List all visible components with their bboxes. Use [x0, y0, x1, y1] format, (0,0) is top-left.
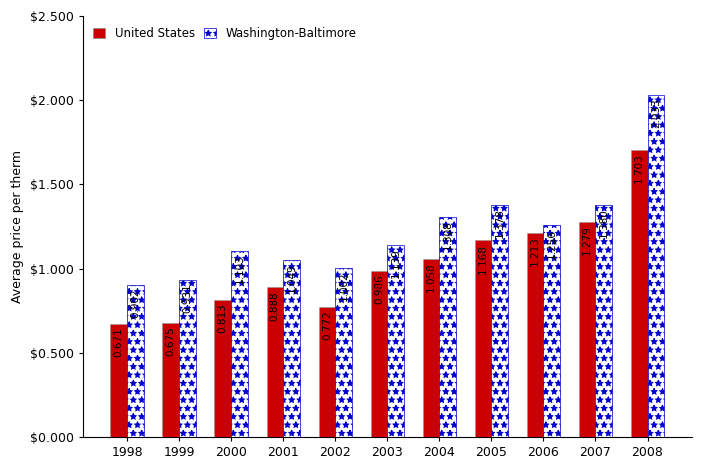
Text: 2.033: 2.033 [651, 98, 661, 128]
Legend: United States, Washington-Baltimore: United States, Washington-Baltimore [89, 22, 361, 45]
Bar [387, 245, 404, 437]
Text: 0.902: 0.902 [130, 289, 141, 318]
Bar [423, 259, 439, 437]
Text: 1.703: 1.703 [634, 154, 644, 183]
Text: 1.378: 1.378 [495, 208, 505, 238]
Text: 0.931: 0.931 [182, 283, 193, 313]
Bar [214, 300, 231, 437]
Text: 0.813: 0.813 [218, 304, 228, 333]
Text: 1.002: 1.002 [339, 272, 349, 301]
Text: 1.279: 1.279 [582, 225, 592, 255]
Bar [579, 222, 595, 437]
Y-axis label: Average price per therm: Average price per therm [11, 150, 24, 303]
Text: 0.675: 0.675 [166, 327, 176, 356]
Text: 1.380: 1.380 [599, 208, 609, 238]
Bar [543, 226, 560, 437]
Text: 0.986: 0.986 [374, 274, 384, 304]
Text: 0.888: 0.888 [270, 291, 280, 321]
Bar [335, 268, 352, 437]
Bar [179, 280, 195, 437]
Bar [475, 240, 491, 437]
Bar [631, 150, 647, 437]
Text: 0.671: 0.671 [114, 327, 124, 357]
Text: 1.256: 1.256 [547, 229, 557, 258]
Text: 1.168: 1.168 [478, 243, 488, 274]
Bar [491, 205, 508, 437]
Bar [439, 217, 456, 437]
Bar [527, 233, 543, 437]
Bar [370, 271, 387, 437]
Bar [231, 251, 247, 437]
Text: 1.049: 1.049 [287, 264, 297, 293]
Bar [127, 285, 143, 437]
Text: 1.139: 1.139 [391, 249, 401, 278]
Text: 1.058: 1.058 [426, 262, 436, 292]
Text: 1.308: 1.308 [443, 220, 453, 250]
Bar [647, 95, 664, 437]
Text: 0.772: 0.772 [322, 310, 332, 340]
Bar [162, 323, 179, 437]
Bar [595, 204, 612, 437]
Bar [283, 260, 300, 437]
Bar [110, 324, 127, 437]
Text: 1.103: 1.103 [235, 255, 245, 284]
Text: 1.213: 1.213 [530, 236, 540, 266]
Bar [266, 288, 283, 437]
Bar [318, 307, 335, 437]
